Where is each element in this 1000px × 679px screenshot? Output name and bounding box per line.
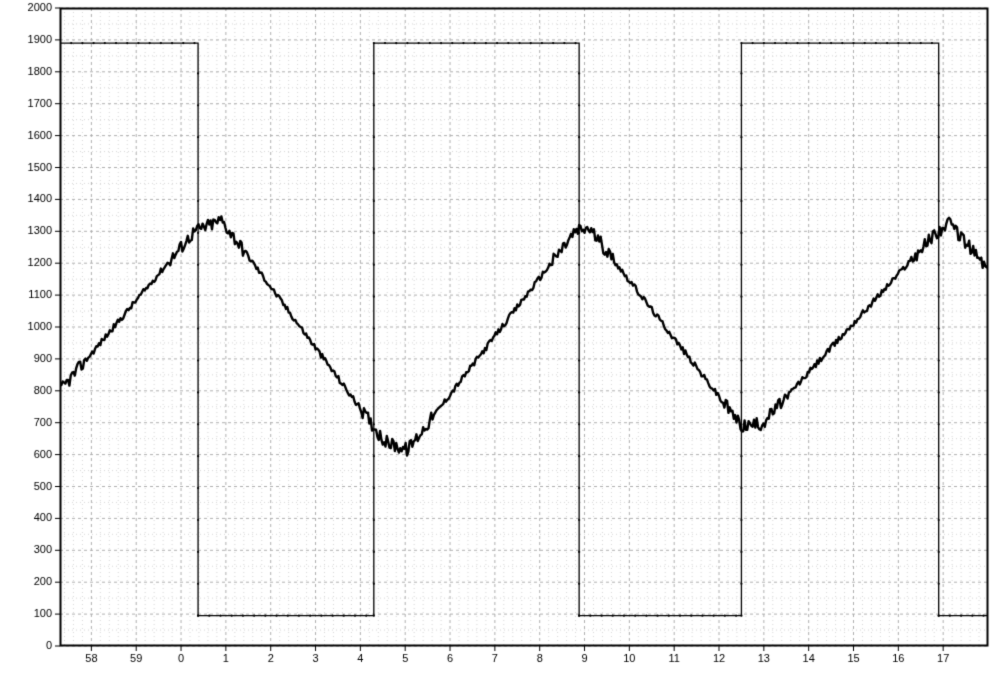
oscilloscope-chart (0, 0, 1000, 679)
